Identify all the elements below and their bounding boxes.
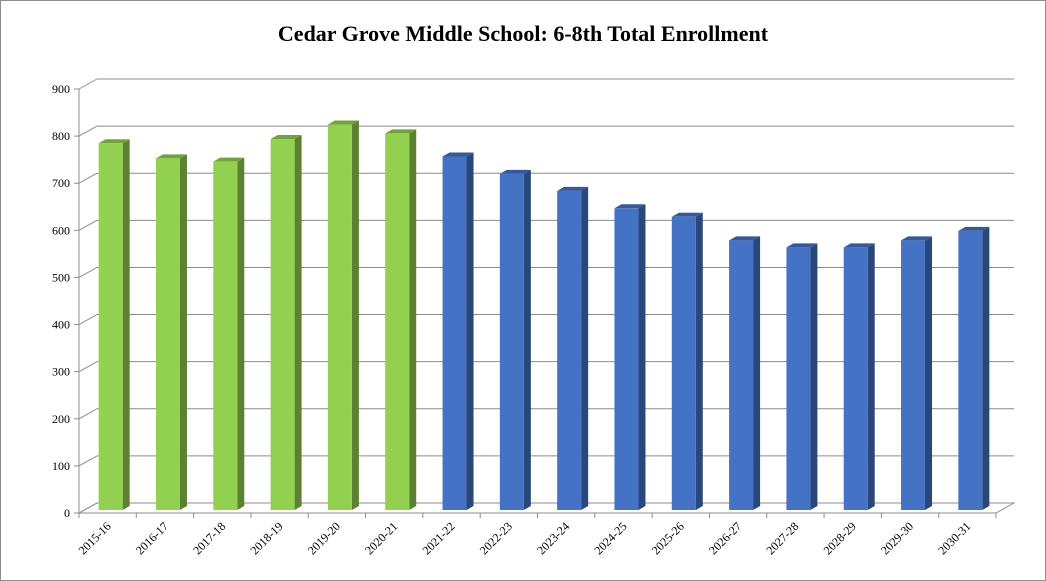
bar: [614, 208, 639, 510]
bar-side: [523, 169, 531, 510]
y-tick-label: 600: [52, 223, 70, 237]
x-tick-label: 2022-23: [477, 519, 515, 557]
gridline-depth: [78, 455, 98, 467]
y-tick-label: 100: [52, 459, 70, 473]
bar-layer: [98, 120, 990, 511]
bar-side: [122, 139, 130, 510]
bar-side: [237, 157, 245, 510]
x-tick-label: 2030-31: [935, 519, 973, 557]
bar: [270, 139, 295, 510]
bar: [442, 156, 467, 511]
bar-top: [213, 157, 245, 162]
x-tick-label: 2023-24: [534, 519, 572, 557]
gridline-depth: [78, 267, 98, 278]
bar-side: [867, 243, 875, 511]
bar-top: [270, 135, 302, 140]
x-tick-label: 2029-30: [878, 519, 916, 557]
x-tick-label: 2027-28: [763, 519, 801, 557]
gridline-depth: [78, 78, 98, 90]
bar: [843, 247, 868, 511]
bar-top: [155, 154, 187, 159]
x-tick-label: 2021-22: [419, 519, 457, 557]
y-tick-label: 900: [52, 82, 70, 96]
bar-side: [638, 204, 646, 510]
x-tick-label: 2017-18: [190, 519, 228, 557]
y-tick-label: 0: [64, 506, 70, 520]
x-tick-label: 2028-29: [821, 519, 859, 557]
y-tick-label: 300: [52, 365, 70, 379]
bar: [786, 247, 811, 511]
bar-side: [753, 236, 761, 510]
bar: [98, 143, 123, 510]
gridline-depth: [78, 172, 98, 184]
bar: [499, 173, 524, 510]
bar: [155, 158, 180, 510]
x-tick-label: 2015-16: [76, 519, 114, 557]
bar: [385, 133, 410, 510]
bar-side: [409, 129, 417, 510]
bar-top: [98, 139, 130, 144]
gridline-depth: [78, 408, 98, 420]
gridline-depth: [78, 314, 98, 325]
x-tick-label: 2018-19: [248, 519, 286, 557]
bar-top: [385, 129, 417, 134]
x-tick-label: 2024-25: [591, 519, 629, 557]
chart-floor: [77, 502, 1016, 514]
bar-side: [351, 120, 359, 511]
bar-top: [958, 226, 990, 231]
y-tick-label: 500: [52, 270, 70, 284]
bar: [901, 240, 926, 510]
gridline-depth: [78, 361, 98, 373]
chart-title: Cedar Grove Middle School: 6-8th Total E…: [277, 21, 769, 46]
bar-top: [671, 212, 703, 217]
x-tick-label: 2019-20: [305, 519, 343, 557]
bar-side: [179, 154, 187, 510]
x-tick-label: 2025-26: [649, 519, 687, 557]
bar-top: [729, 236, 761, 241]
bar-top: [786, 243, 818, 248]
bar: [958, 230, 983, 511]
bar-top: [614, 204, 646, 209]
y-tick-label: 700: [52, 176, 70, 190]
bar-top: [843, 243, 875, 248]
bar-side: [695, 212, 703, 510]
bar-side: [810, 243, 818, 511]
bar-top: [442, 152, 474, 157]
bar: [213, 161, 238, 510]
bar-side: [982, 226, 990, 511]
y-tick-label: 800: [52, 129, 70, 143]
x-tick-label: 2016-17: [133, 519, 171, 557]
bar-top: [901, 236, 933, 241]
bar: [671, 216, 696, 510]
bar-side: [925, 236, 933, 510]
gridline-depth: [78, 219, 98, 231]
y-tick-label: 400: [52, 318, 70, 332]
bar-side: [581, 186, 589, 510]
bar: [557, 190, 582, 510]
bar-side: [294, 135, 302, 510]
x-tick-label: 2020-21: [362, 519, 400, 557]
bar-side: [466, 152, 474, 511]
bar: [729, 240, 754, 510]
bar-top: [557, 186, 589, 191]
gridline-depth: [78, 125, 98, 137]
x-tick-label: 2026-27: [706, 519, 744, 557]
bar-top: [499, 169, 531, 174]
y-tick-label: 200: [52, 412, 70, 426]
bar-top: [327, 120, 359, 125]
bar: [327, 124, 352, 511]
